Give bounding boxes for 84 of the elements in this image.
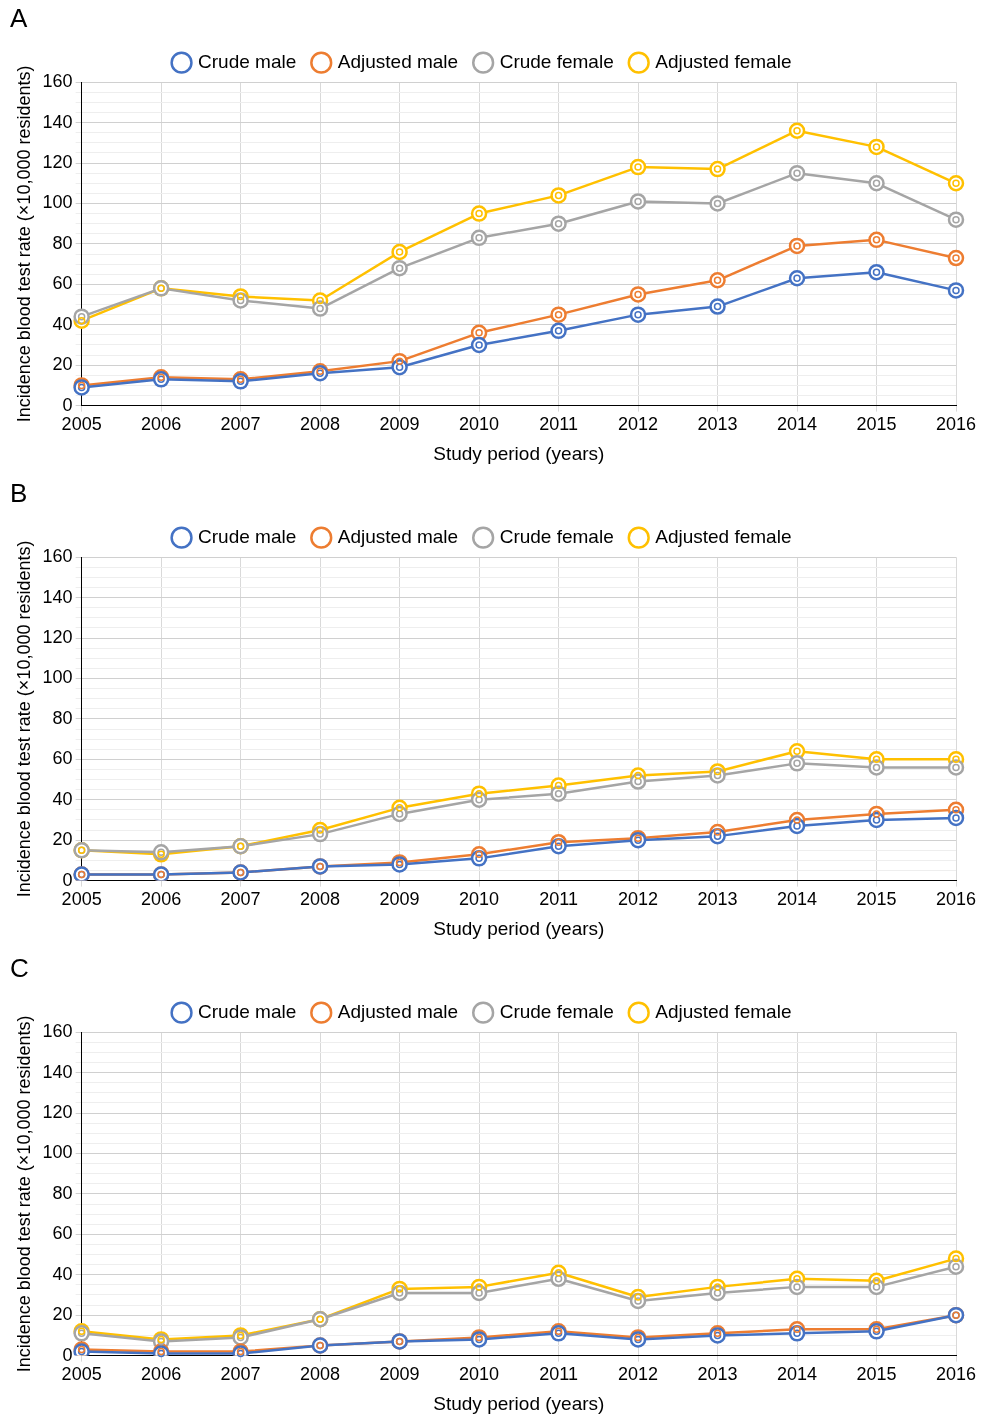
x-tick-label: 2006 (141, 1364, 182, 1385)
x-tick-label: 2013 (697, 414, 738, 435)
y-tick-label: 0 (62, 1344, 73, 1365)
x-axis-title: Study period (years) (433, 442, 605, 464)
x-tick-label: 2007 (220, 1364, 261, 1385)
y-tick-label: 100 (42, 1142, 73, 1163)
y-tick-label: 160 (42, 546, 73, 567)
x-tick-label: 2009 (379, 1364, 420, 1385)
x-tick-label: 2014 (777, 889, 818, 910)
y-tick-label: 20 (52, 354, 73, 375)
y-tick-label: 80 (52, 232, 73, 253)
y-tick-label: 140 (42, 111, 73, 132)
x-tick-label: 2012 (618, 889, 659, 910)
legend-label: Crude male (198, 50, 297, 72)
legend-label: Adjusted male (337, 50, 459, 72)
x-tick-label: 2014 (777, 1364, 818, 1385)
x-tick-label: 2009 (379, 414, 420, 435)
x-tick-label: 2015 (856, 889, 897, 910)
x-tick-label: 2005 (61, 1364, 102, 1385)
x-tick-label: 2013 (697, 889, 738, 910)
y-tick-label: 40 (52, 313, 73, 334)
y-tick-label: 0 (62, 394, 73, 415)
y-tick-label: 160 (42, 1021, 73, 1042)
x-tick-label: 2012 (618, 414, 659, 435)
legend-label: Adjusted male (337, 1000, 459, 1022)
legend-label: Adjusted female (655, 525, 792, 547)
y-tick-label: 40 (52, 1263, 73, 1284)
chart-title: A (10, 2, 28, 33)
y-tick-label: 120 (42, 152, 73, 173)
chart-title: C (10, 952, 29, 983)
x-tick-label: 2011 (539, 889, 578, 910)
x-tick-label: 2016 (935, 1364, 977, 1385)
y-axis-title: Incidence blood test rate (×10,000 residents) (13, 540, 34, 898)
x-tick-label: 2011 (539, 414, 578, 435)
x-tick-label: 2006 (141, 414, 182, 435)
x-tick-label: 2009 (379, 889, 420, 910)
x-tick-label: 2012 (618, 1364, 659, 1385)
x-tick-label: 2006 (141, 889, 182, 910)
x-tick-label: 2015 (856, 414, 897, 435)
y-tick-label: 0 (62, 869, 73, 890)
x-axis-title: Study period (years) (433, 917, 605, 939)
y-tick-label: 100 (42, 667, 73, 688)
y-tick-label: 60 (52, 748, 73, 769)
legend-label: Crude female (499, 525, 614, 547)
legend-label: Crude male (198, 1000, 297, 1022)
legend-label: Adjusted female (655, 1000, 792, 1022)
x-tick-label: 2016 (935, 889, 977, 910)
x-tick-label: 2008 (300, 1364, 341, 1385)
legend-label: Crude female (499, 1000, 614, 1022)
x-axis-title: Study period (years) (433, 1392, 605, 1414)
x-tick-label: 2007 (220, 889, 261, 910)
x-tick-label: 2013 (697, 1364, 738, 1385)
y-tick-label: 120 (42, 1102, 73, 1123)
y-tick-label: 20 (52, 829, 73, 850)
legend-label: Crude male (198, 525, 297, 547)
x-tick-label: 2008 (300, 889, 341, 910)
y-tick-label: 80 (52, 707, 73, 728)
x-tick-label: 2010 (459, 414, 500, 435)
legend-label: Adjusted male (337, 525, 459, 547)
y-tick-label: 140 (42, 586, 73, 607)
legend-label: Crude female (499, 50, 614, 72)
y-tick-label: 160 (42, 71, 73, 92)
x-tick-label: 2005 (61, 889, 102, 910)
y-axis-title: Incidence blood test rate (×10,000 residents) (13, 65, 34, 423)
x-tick-label: 2010 (459, 889, 500, 910)
y-tick-label: 60 (52, 1223, 73, 1244)
x-tick-label: 2016 (935, 414, 977, 435)
y-tick-label: 80 (52, 1182, 73, 1203)
x-tick-label: 2005 (61, 414, 102, 435)
y-axis-title: Incidence blood test rate (×10,000 residents) (13, 1015, 34, 1373)
y-tick-label: 100 (42, 192, 73, 213)
x-tick-label: 2010 (459, 1364, 500, 1385)
y-tick-label: 60 (52, 273, 73, 294)
x-tick-label: 2014 (777, 414, 818, 435)
y-tick-label: 40 (52, 788, 73, 809)
y-tick-label: 20 (52, 1304, 73, 1325)
x-tick-label: 2015 (856, 1364, 897, 1385)
x-tick-label: 2011 (539, 1364, 578, 1385)
chart-title: B (10, 477, 28, 508)
y-tick-label: 120 (42, 627, 73, 648)
y-tick-label: 140 (42, 1061, 73, 1082)
x-tick-label: 2008 (300, 414, 341, 435)
legend-label: Adjusted female (655, 50, 792, 72)
x-tick-label: 2007 (220, 414, 261, 435)
